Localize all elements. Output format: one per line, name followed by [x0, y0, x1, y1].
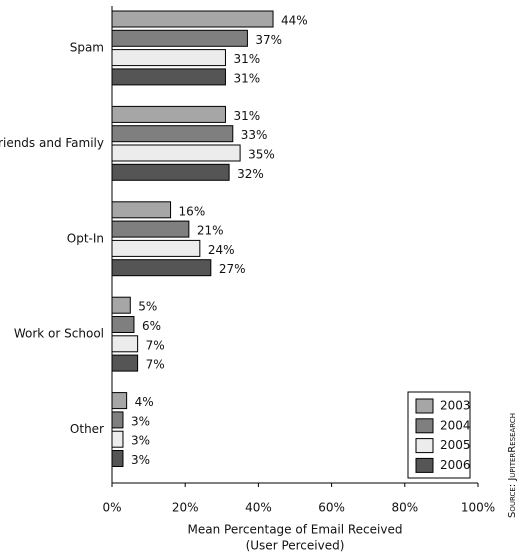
value-label: 32% [237, 167, 264, 181]
bar [111, 29, 248, 47]
bar [111, 392, 128, 410]
legend-label: 2005 [440, 438, 471, 452]
bar [111, 430, 124, 448]
x-axis-title: (User Perceived) [246, 539, 345, 553]
bar [111, 49, 226, 67]
bar [111, 239, 201, 257]
value-label: 21% [197, 224, 224, 238]
legend-label: 2004 [440, 418, 471, 432]
value-label: 31% [233, 71, 260, 85]
y-tick-label: Friends and Family [0, 136, 104, 150]
x-tick-label: 20% [172, 501, 199, 515]
x-tick-label: 80% [391, 501, 418, 515]
source-note: Source: JupiterResearch [507, 413, 518, 518]
value-label: 16% [179, 204, 206, 218]
bar [111, 296, 131, 314]
bar [111, 316, 135, 333]
value-label: 33% [241, 128, 268, 142]
value-label: 6% [142, 319, 161, 333]
legend-swatch [415, 457, 434, 473]
y-tick-label: Spam [70, 40, 104, 54]
y-tick-label: Other [70, 422, 104, 436]
value-label: 44% [281, 14, 308, 28]
bar [111, 68, 226, 86]
value-label: 35% [248, 148, 275, 162]
x-tick-label: 60% [318, 501, 345, 515]
value-label: 3% [131, 434, 150, 448]
value-label: 37% [255, 33, 282, 47]
legend-label: 2003 [440, 399, 471, 413]
bar [111, 411, 124, 429]
bar [111, 105, 226, 123]
bar [111, 201, 172, 219]
legend-label: 2006 [440, 458, 471, 472]
bar [111, 335, 139, 353]
value-label: 31% [233, 109, 260, 123]
x-axis-title: Mean Percentage of Email Received [188, 523, 403, 537]
bar [111, 10, 274, 28]
x-tick-label: 100% [461, 501, 495, 515]
x-tick-label: 40% [245, 501, 272, 515]
legend-swatch [415, 398, 434, 414]
bar [111, 163, 230, 181]
bar [111, 450, 124, 467]
value-label: 3% [131, 414, 150, 428]
value-label: 7% [146, 338, 165, 352]
value-label: 31% [233, 52, 260, 66]
bar [111, 125, 234, 143]
bar [111, 259, 212, 277]
value-label: 5% [138, 300, 157, 314]
legend-swatch [415, 438, 434, 454]
y-tick-label: Opt-In [67, 231, 104, 245]
y-tick-label: Work or School [14, 327, 104, 341]
value-label: 3% [131, 453, 150, 467]
legend-swatch [415, 418, 434, 434]
bar [111, 144, 241, 162]
bar [111, 354, 139, 372]
value-label: 24% [208, 243, 235, 257]
value-label: 27% [219, 262, 246, 276]
value-label: 7% [146, 358, 165, 372]
x-tick-label: 0% [102, 501, 121, 515]
bar [111, 220, 190, 238]
value-label: 4% [135, 395, 154, 409]
